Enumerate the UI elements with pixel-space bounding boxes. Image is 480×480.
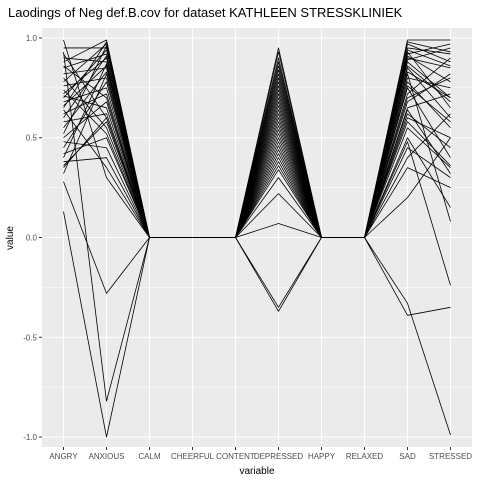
x-tick-label: CALM [138,452,161,461]
series-line [63,137,451,238]
series-line [63,81,451,238]
y-axis-label: value [5,226,16,250]
series-line [63,77,451,238]
x-tick-label: ANXIOUS [88,452,124,461]
x-tick-label: HAPPY [308,452,336,461]
y-tick-label: 0.5 [26,134,38,143]
series-line [63,113,451,238]
x-tick-label: SAD [399,452,416,461]
series-line [63,45,451,238]
series-line [63,127,451,238]
series-line [63,77,451,238]
y-tick-label: 0.0 [26,234,38,243]
series-line [63,41,451,238]
x-tick-label: CHEERFUL [171,452,215,461]
series-line [63,85,451,238]
x-tick-label: RELAXED [346,452,384,461]
x-axis: ANGRY ANXIOUS CALM CHEERFUL CONTENTDEPRESSED… [49,447,472,461]
series-line [63,81,451,238]
series-line [63,117,451,308]
y-tick-label: -0.5 [23,333,37,342]
y-tick-label: 1.0 [26,34,38,43]
series-line [63,73,451,238]
series-line [63,109,451,238]
series-line [63,211,451,438]
chart-title: Laodings of Neg def.B.cov for dataset KA… [8,5,403,20]
series-line [63,101,451,238]
x-axis-label: variable [239,466,274,477]
series-line [63,57,451,238]
x-tick-label: ANGRY [49,452,78,461]
series-line [63,121,451,294]
series-line [63,65,451,238]
series-line [63,55,451,238]
series-line [63,63,451,238]
x-tick-label: DEPRESSED [254,452,304,461]
y-tick-label: -1.0 [23,433,37,442]
series-line [63,73,451,238]
x-tick-label: CONTENT [216,452,255,461]
series-line [63,51,451,402]
series-layer [63,39,451,438]
x-tick-label: STRESSED [429,452,472,461]
series-line [63,121,451,238]
y-axis: -1.0 -0.5 0.0 0.5 1.0 [23,34,42,442]
